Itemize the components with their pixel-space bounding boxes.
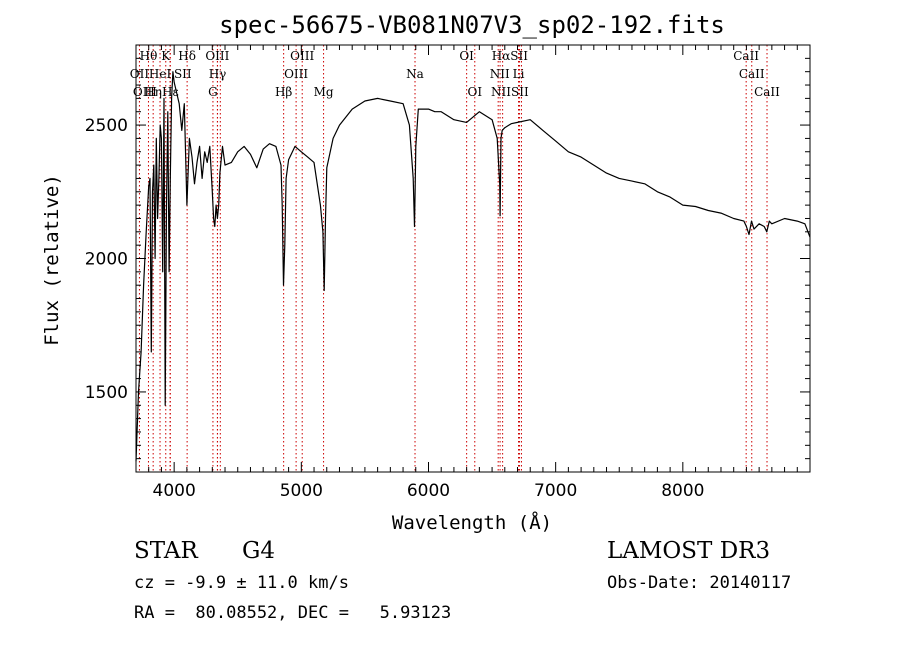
line-label-12: OIII (284, 67, 308, 81)
line-label-4: OIII (290, 49, 314, 63)
line-label-23: OI (467, 85, 482, 99)
line-label-10: SII (174, 67, 192, 81)
plot-frame (135, 44, 811, 473)
line-label-6: HαSII (492, 49, 529, 63)
object-class: STAR (134, 538, 198, 564)
line-label-15: Li (513, 67, 525, 81)
x-axis: 4000 5000 6000 7000 8000 (148, 45, 798, 501)
object-subclass: G4 (242, 538, 276, 564)
spectrum-chart: spec-56675-VB081N07V3_sp02-192.fits Hθ K H… (41, 11, 811, 534)
line-label-14: NII (490, 67, 510, 81)
x-axis-label: Wavelength (Å) (392, 511, 552, 534)
line-label-24: NIISII (491, 85, 529, 99)
line-label-18: Hη (144, 85, 162, 99)
x-tick-label: 6000 (407, 481, 450, 501)
line-label-25: CaII (754, 85, 780, 99)
line-label-5: OI (459, 49, 474, 63)
y-tick-label: 2500 (85, 116, 128, 136)
line-label-22: Mg (314, 85, 334, 99)
line-label-7: CaII (733, 49, 759, 63)
line-label-11: Hγ (209, 67, 227, 81)
y-axis: 1500 2000 2500 (85, 57, 810, 460)
line-label-21: Hβ (275, 85, 292, 99)
obs-date: Obs-Date: 20140117 (607, 573, 792, 593)
y-tick-label: 2000 (85, 250, 128, 270)
spectrum-line (135, 71, 811, 462)
line-label-2: Hδ (178, 49, 196, 63)
line-label-17: OIII (133, 85, 157, 99)
x-tick-label: 4000 (153, 481, 196, 501)
survey-name: LAMOST DR3 (607, 538, 771, 564)
x-tick-label: 8000 (661, 481, 704, 501)
redshift-value: cz = -9.9 ± 11.0 km/s (134, 573, 349, 593)
x-tick-label: 5000 (280, 481, 323, 501)
line-label-20: G (208, 85, 218, 99)
x-tick-label: 7000 (534, 481, 577, 501)
line-label-9: HeI (149, 67, 172, 81)
y-tick-label: 1500 (85, 383, 128, 403)
line-label-16: CaII (739, 67, 765, 81)
line-markers (138, 45, 768, 472)
coordinates: RA = 80.08552, DEC = 5.93123 (134, 603, 452, 623)
line-label-0: Hθ (140, 49, 158, 63)
line-label-8: OII (130, 67, 150, 81)
chart-title: spec-56675-VB081N07V3_sp02-192.fits (219, 11, 725, 39)
line-label-3: OIII (205, 49, 229, 63)
y-axis-label: Flux (relative) (41, 174, 63, 346)
line-label-1: K (161, 49, 171, 63)
line-labels: Hθ K Hδ OIII OIII OI HαSII CaII OII HeI SII Hγ OIII N… (130, 49, 780, 99)
line-label-13: Na (406, 67, 424, 81)
line-label-19: Hε (162, 85, 179, 99)
